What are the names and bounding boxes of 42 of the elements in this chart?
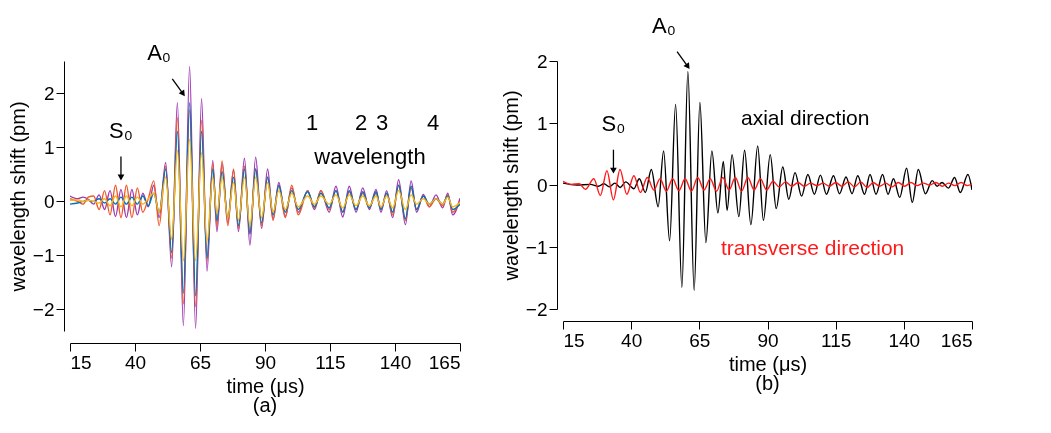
y-tick-label: 0 xyxy=(536,174,548,196)
x-tick-label: 65 xyxy=(689,329,711,351)
annotation: A₀ xyxy=(651,12,676,38)
y-tick-label: 1 xyxy=(43,136,55,158)
y-tick-label: 2 xyxy=(536,50,548,72)
annotation: A₀ xyxy=(147,39,172,65)
line-series xyxy=(70,138,460,262)
x-axis-title: time (μs) xyxy=(226,374,305,397)
annotation: 3 xyxy=(375,110,389,135)
x-tick-label: 140 xyxy=(379,351,412,373)
y-tick-label: 0 xyxy=(43,190,55,212)
line-series xyxy=(563,70,972,292)
y-tick-label: 1 xyxy=(536,112,548,134)
x-tick-label: 115 xyxy=(821,329,852,351)
x-tick-label: 65 xyxy=(189,351,212,373)
y-axis-title: wavelength shift (pm) xyxy=(6,101,29,293)
annotation: S₀ xyxy=(601,110,626,136)
x-tick-label: 40 xyxy=(124,351,147,373)
y-tick-label: 2 xyxy=(43,82,55,104)
x-tick-label: 15 xyxy=(563,329,585,351)
annotation: 4 xyxy=(426,110,440,135)
x-tick-label: 115 xyxy=(315,351,346,373)
x-tick-label: 165 xyxy=(940,329,973,351)
x-tick-label: 40 xyxy=(621,329,643,351)
annotation: wavelength xyxy=(313,144,426,169)
text: transverse direction xyxy=(721,236,905,259)
annotation: 1 xyxy=(305,110,319,135)
x-axis-title: time (μs) xyxy=(728,352,808,375)
line-series xyxy=(563,168,972,201)
y-tick-label: −2 xyxy=(32,298,55,320)
y-tick-label: −1 xyxy=(32,244,55,266)
x-tick-label: 90 xyxy=(254,351,277,373)
y-tick-label: −1 xyxy=(525,236,548,258)
annotation: 2 xyxy=(354,110,368,135)
x-tick-label: 165 xyxy=(428,351,461,373)
y-tick-label: −2 xyxy=(525,298,548,320)
series-label: axial direction xyxy=(741,106,870,129)
y-axis-title: wavelength shift (pm) xyxy=(499,90,522,282)
x-tick-label: 140 xyxy=(888,329,921,351)
x-tick-label: 90 xyxy=(757,329,779,351)
x-tick-label: 15 xyxy=(70,351,92,373)
annotation: S₀ xyxy=(109,117,133,143)
